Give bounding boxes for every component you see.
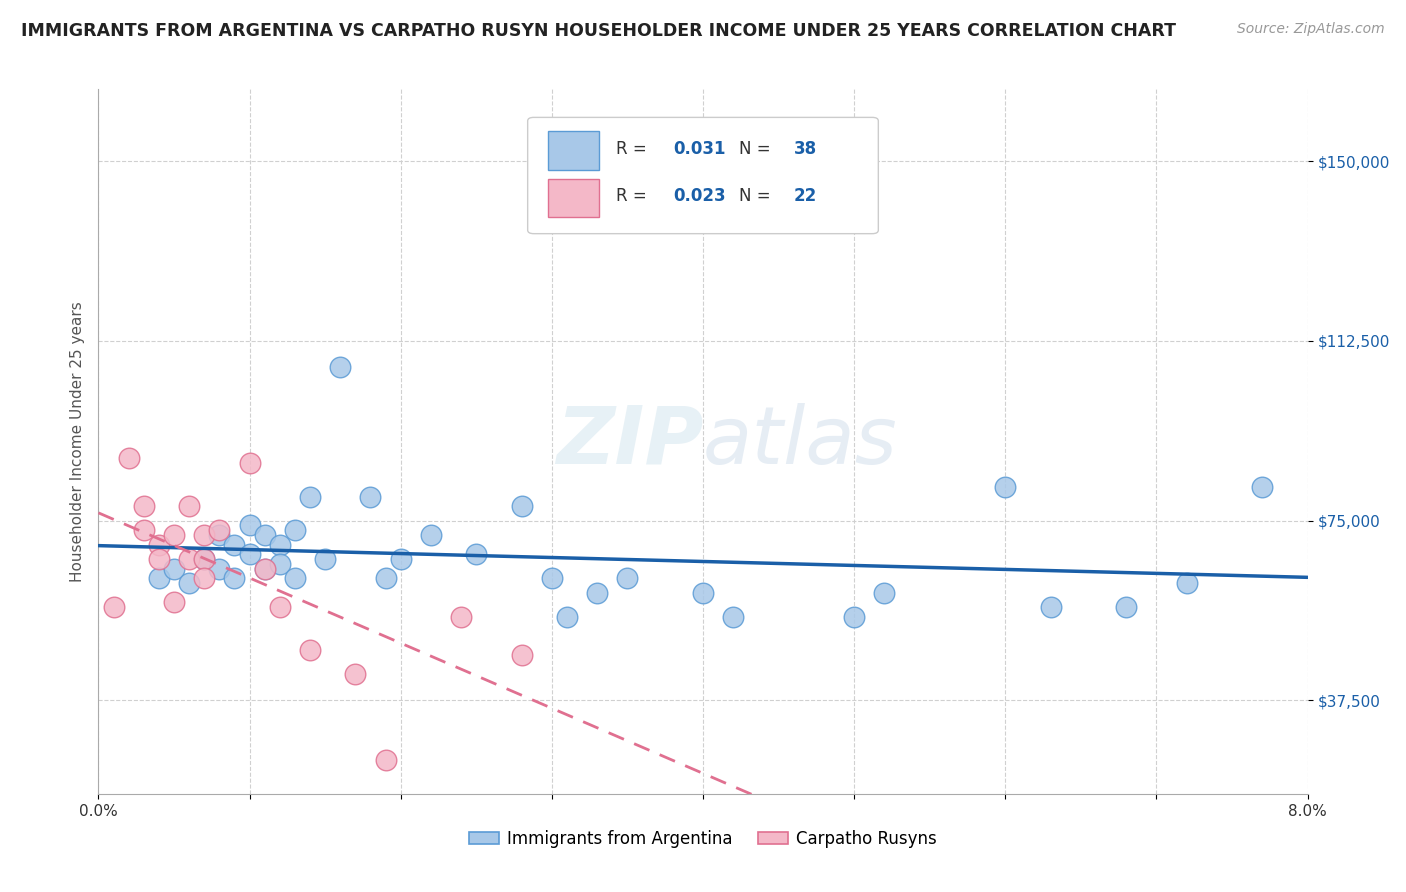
Text: R =: R = — [616, 187, 652, 205]
Point — [420, 528, 443, 542]
Text: 38: 38 — [793, 140, 817, 158]
Point — [224, 571, 246, 585]
Point — [1175, 576, 1198, 591]
Point — [374, 571, 396, 585]
Point — [193, 552, 215, 566]
Point — [224, 538, 246, 552]
Point — [465, 547, 488, 561]
Text: IMMIGRANTS FROM ARGENTINA VS CARPATHO RUSYN HOUSEHOLDER INCOME UNDER 25 YEARS CO: IMMIGRANTS FROM ARGENTINA VS CARPATHO RU… — [21, 22, 1175, 40]
Point — [389, 552, 412, 566]
Point — [148, 571, 170, 585]
Point — [374, 753, 396, 767]
Y-axis label: Householder Income Under 25 years: Householder Income Under 25 years — [69, 301, 84, 582]
Point — [329, 360, 352, 375]
Point — [239, 547, 262, 561]
Point — [844, 609, 866, 624]
Point — [723, 609, 745, 624]
Point — [450, 609, 472, 624]
Point — [344, 667, 367, 681]
Point — [193, 528, 215, 542]
Point — [692, 585, 714, 599]
Text: N =: N = — [740, 187, 776, 205]
Text: atlas: atlas — [703, 402, 898, 481]
Point — [103, 599, 125, 614]
Point — [239, 518, 262, 533]
Point — [208, 561, 231, 575]
Point — [179, 576, 201, 591]
Text: 0.023: 0.023 — [672, 187, 725, 205]
Point — [132, 523, 155, 537]
Point — [299, 490, 322, 504]
Point — [253, 561, 276, 575]
FancyBboxPatch shape — [548, 131, 599, 170]
Legend: Immigrants from Argentina, Carpatho Rusyns: Immigrants from Argentina, Carpatho Rusy… — [461, 822, 945, 856]
Point — [586, 585, 609, 599]
Text: Source: ZipAtlas.com: Source: ZipAtlas.com — [1237, 22, 1385, 37]
Point — [193, 571, 215, 585]
Point — [540, 571, 562, 585]
Point — [269, 538, 291, 552]
Text: N =: N = — [740, 140, 776, 158]
Point — [1115, 599, 1137, 614]
Point — [148, 552, 170, 566]
Point — [253, 561, 276, 575]
Point — [360, 490, 382, 504]
Point — [510, 648, 533, 662]
Point — [284, 571, 307, 585]
Point — [118, 451, 141, 466]
Point — [208, 523, 231, 537]
FancyBboxPatch shape — [527, 118, 879, 234]
Point — [1251, 480, 1274, 494]
Point — [179, 552, 201, 566]
Point — [163, 528, 186, 542]
FancyBboxPatch shape — [548, 178, 599, 218]
Point — [510, 500, 533, 514]
Point — [299, 643, 322, 657]
Point — [616, 571, 638, 585]
Point — [253, 528, 276, 542]
Point — [284, 523, 307, 537]
Point — [179, 500, 201, 514]
Point — [555, 609, 578, 624]
Point — [163, 595, 186, 609]
Point — [239, 456, 262, 470]
Text: ZIP: ZIP — [555, 402, 703, 481]
Point — [269, 599, 291, 614]
Point — [132, 500, 155, 514]
Point — [269, 557, 291, 571]
Point — [1039, 599, 1062, 614]
Point — [163, 561, 186, 575]
Text: 0.031: 0.031 — [672, 140, 725, 158]
Point — [873, 585, 896, 599]
Point — [148, 538, 170, 552]
Point — [208, 528, 231, 542]
Text: R =: R = — [616, 140, 652, 158]
Point — [193, 552, 215, 566]
Point — [994, 480, 1017, 494]
Point — [314, 552, 336, 566]
Text: 22: 22 — [793, 187, 817, 205]
